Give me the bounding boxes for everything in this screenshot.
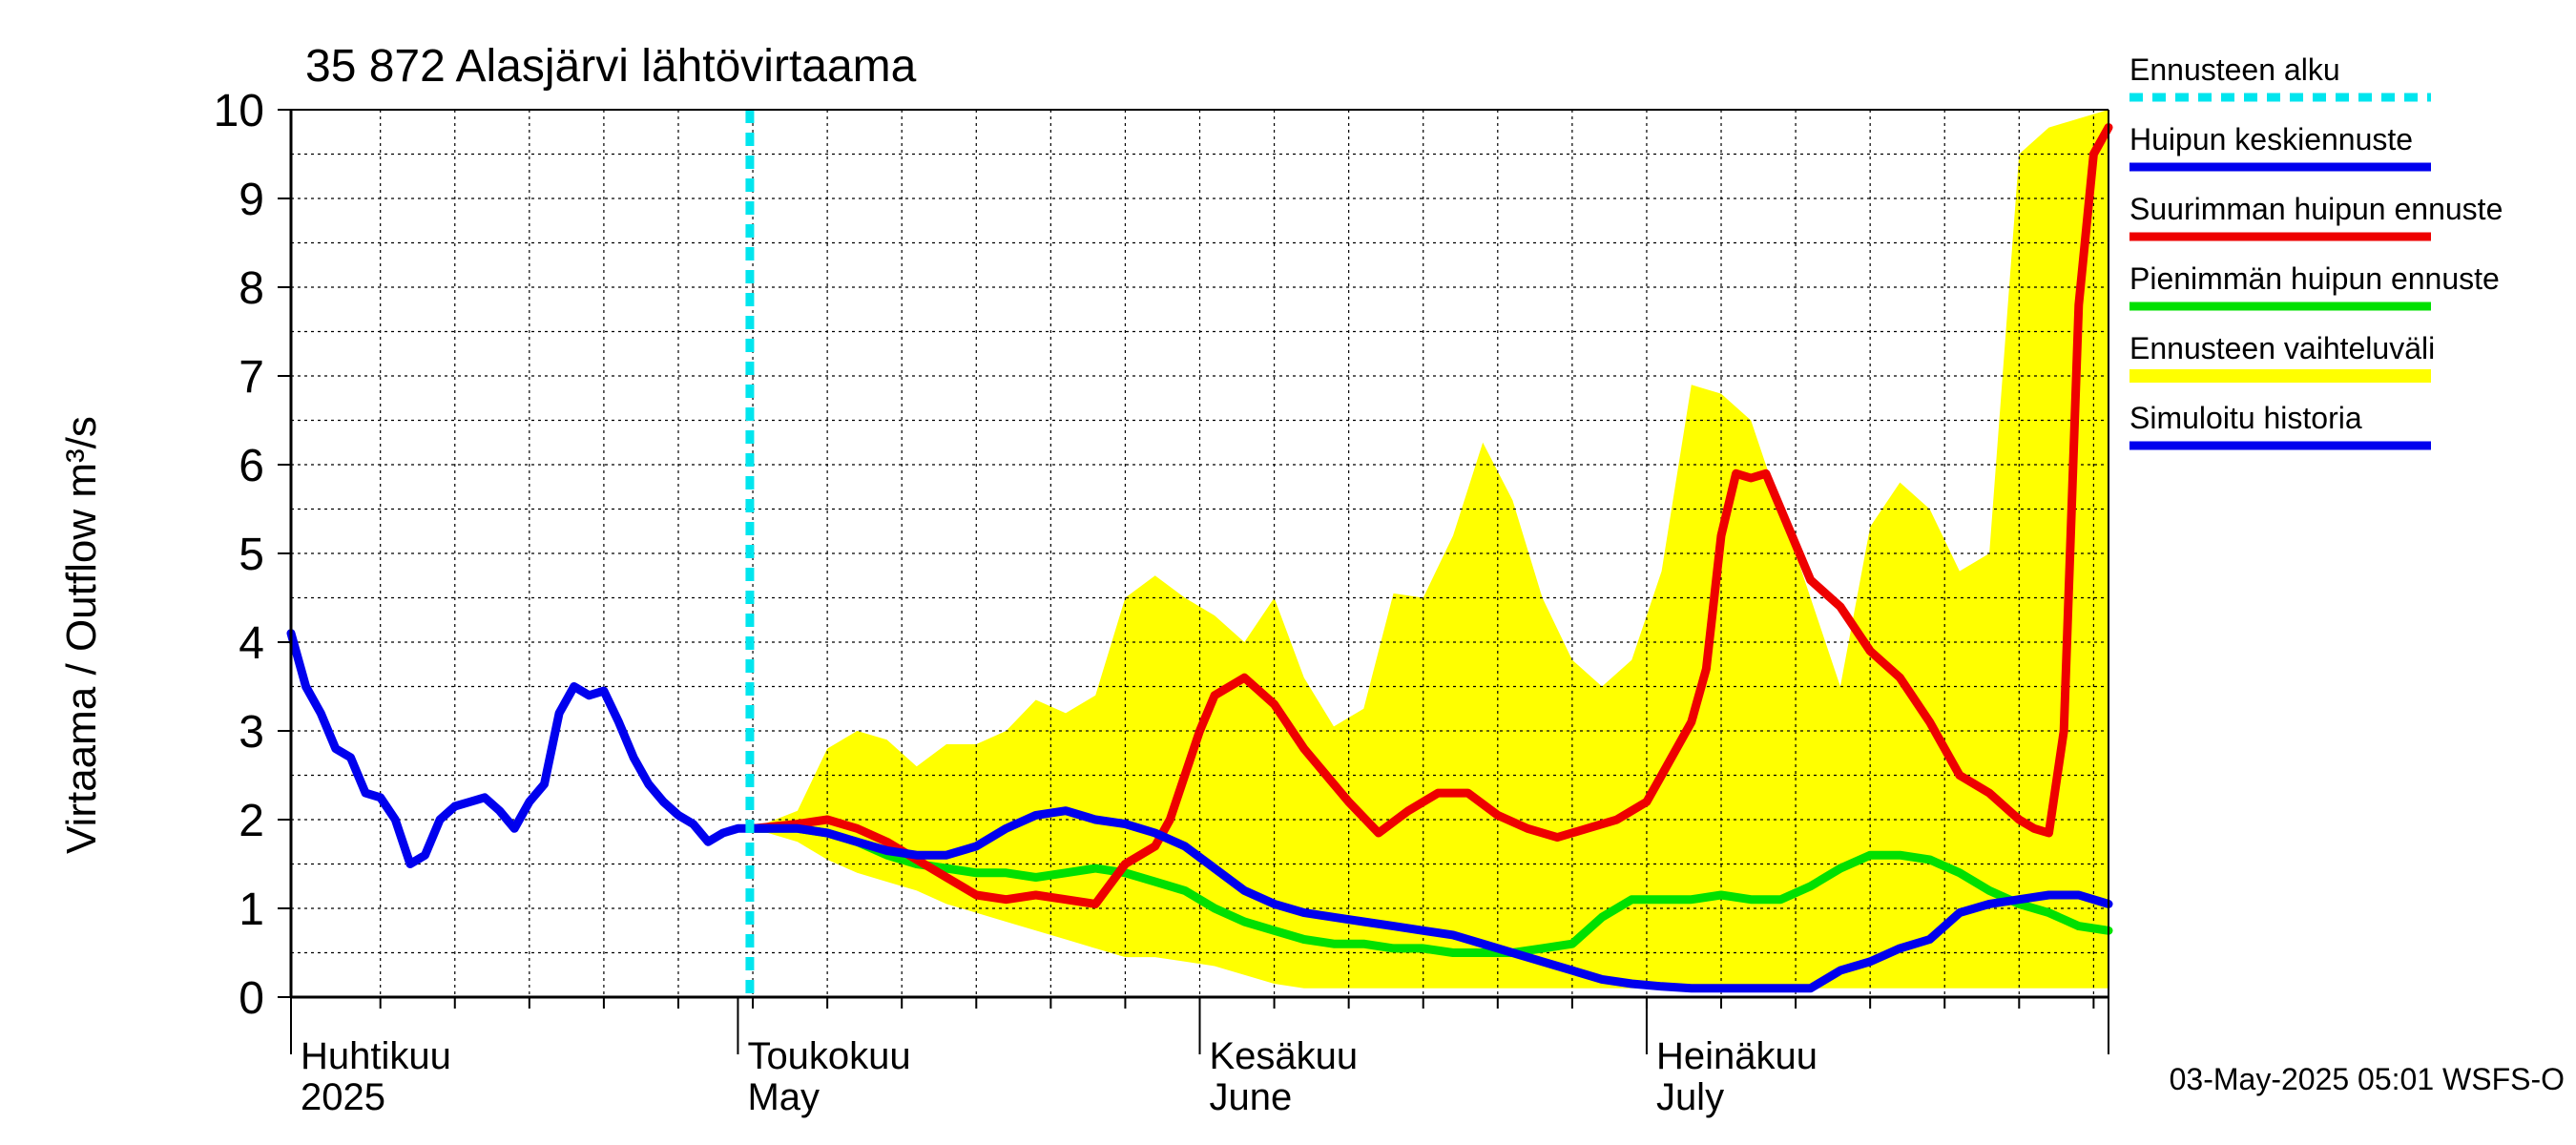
y-tick-label: 3 <box>239 707 264 758</box>
grid-layer <box>291 110 2109 997</box>
x-month-label-fi: Heinäkuu <box>1656 1035 1818 1077</box>
y-axis-label: Virtaama / Outflow m³/s <box>58 416 105 854</box>
series-line-huipun-keskiennuste <box>748 806 2113 993</box>
y-tick-label: 0 <box>239 973 264 1024</box>
forecast-range-band-layer <box>753 110 2109 989</box>
series-line-simuloitu-historia <box>286 629 773 868</box>
x-month-label-fi: Toukokuu <box>747 1035 910 1077</box>
x-month-label-en: July <box>1656 1076 1724 1118</box>
x-month-label-en: June <box>1210 1076 1293 1118</box>
legend-label-suurimman-huipun-ennuste: Suurimman huipun ennuste <box>2129 192 2503 226</box>
y-tick-label: 10 <box>214 86 264 136</box>
legend-label-simuloitu-historia: Simuloitu historia <box>2129 401 2362 435</box>
x-month-label-fi: Huhtikuu <box>301 1035 451 1077</box>
y-tick-label: 1 <box>239 885 264 935</box>
legend-label-ennusteen-vaihteluv-li: Ennusteen vaihteluväli <box>2129 331 2435 365</box>
y-tick-label: 2 <box>239 796 264 846</box>
x-month-label-en: 2025 <box>301 1076 385 1118</box>
x-month-label-en: May <box>747 1076 820 1118</box>
y-tick-label: 6 <box>239 441 264 491</box>
footer-timestamp: 03-May-2025 05:01 WSFS-O <box>2170 1062 2565 1096</box>
legend-label-pienimm-n-huipun-ennuste: Pienimmän huipun ennuste <box>2129 261 2500 296</box>
y-tick-label: 8 <box>239 263 264 314</box>
series-line-pienimm-n-huipun-ennuste <box>748 823 2113 957</box>
y-tick-label: 5 <box>239 530 264 580</box>
legend: Ennusteen alku Huipun keskiennuste Suurimm… <box>2129 52 2503 450</box>
y-tick-label: 7 <box>239 352 264 403</box>
forecast-range-band <box>753 110 2109 989</box>
y-tick-label: 9 <box>239 175 264 225</box>
series-layer <box>286 110 2113 997</box>
chart-title: 35 872 Alasjärvi lähtövirtaama <box>305 41 917 92</box>
legend-label-huipun-keskiennuste: Huipun keskiennuste <box>2129 122 2413 156</box>
legend-label-ennusteen-alku: Ennusteen alku <box>2129 52 2340 87</box>
x-month-label-fi: Kesäkuu <box>1210 1035 1359 1077</box>
y-tick-label: 4 <box>239 618 264 669</box>
series-line-suurimman-huipun-ennuste <box>748 123 2113 908</box>
